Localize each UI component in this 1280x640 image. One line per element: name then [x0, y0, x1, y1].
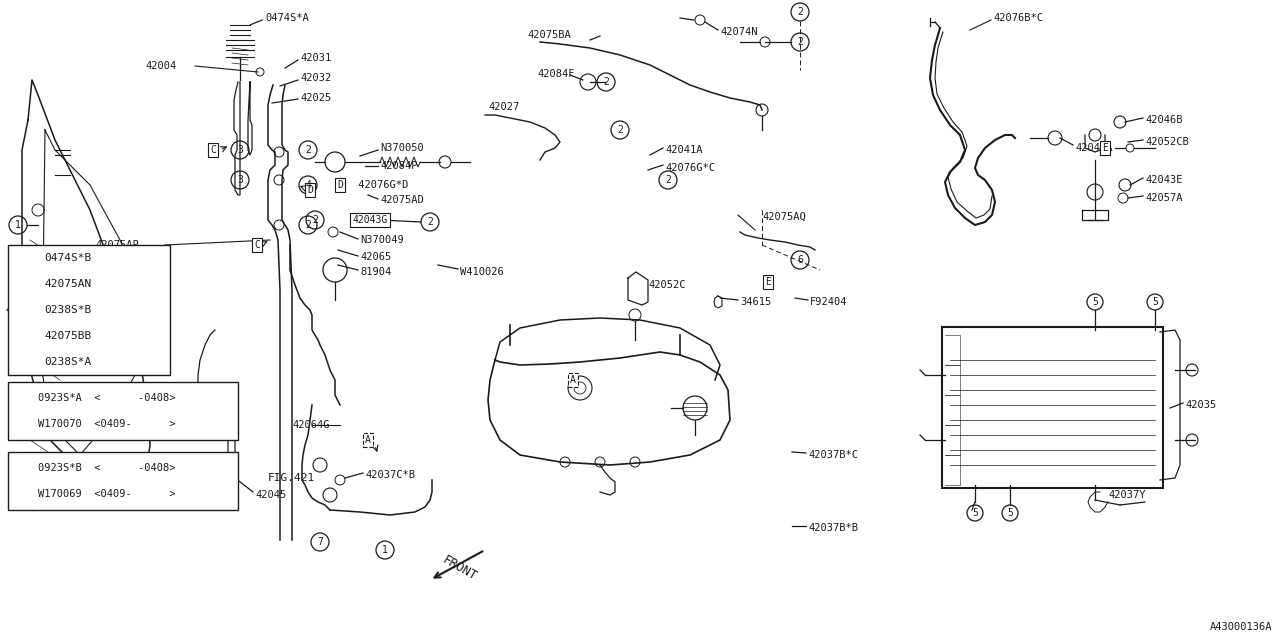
Text: 42076B*C: 42076B*C — [993, 13, 1043, 23]
Bar — [8, 245, 170, 375]
Text: 42031: 42031 — [300, 53, 332, 63]
Text: 2: 2 — [666, 175, 671, 185]
Text: 42075BA: 42075BA — [527, 30, 571, 40]
Text: 1: 1 — [15, 220, 20, 230]
Text: 1: 1 — [20, 253, 26, 263]
Text: 81904: 81904 — [360, 267, 392, 277]
Text: FRONT: FRONT — [440, 553, 479, 583]
Text: 42004: 42004 — [145, 61, 177, 71]
Text: 3: 3 — [237, 175, 243, 185]
Text: 0474S*A: 0474S*A — [265, 13, 308, 23]
Text: 42052CB: 42052CB — [1146, 137, 1189, 147]
Text: 42075AP: 42075AP — [95, 240, 138, 250]
Text: 3: 3 — [237, 145, 243, 155]
Text: 42076G*D: 42076G*D — [352, 180, 408, 190]
Text: 2: 2 — [797, 7, 803, 17]
Text: 2: 2 — [617, 125, 623, 135]
Text: W170070  <0409-      >: W170070 <0409- > — [38, 419, 175, 429]
Text: 42037Y: 42037Y — [1108, 490, 1146, 500]
Text: 2: 2 — [312, 215, 317, 225]
Text: 7: 7 — [317, 537, 323, 547]
Text: E: E — [1102, 143, 1108, 153]
Text: 42076G*C: 42076G*C — [666, 163, 716, 173]
Text: 6: 6 — [20, 331, 26, 341]
Text: 42084P: 42084P — [380, 161, 417, 171]
Text: 1: 1 — [381, 545, 388, 555]
Text: 0238S*B: 0238S*B — [44, 305, 91, 315]
Text: 0923S*A  <      -0408>: 0923S*A < -0408> — [38, 393, 175, 403]
Text: W170069  <0409-      >: W170069 <0409- > — [38, 490, 175, 499]
Text: 42037B*C: 42037B*C — [808, 450, 858, 460]
Text: 6: 6 — [797, 255, 803, 265]
Text: 34615: 34615 — [740, 297, 772, 307]
Text: 42052C: 42052C — [648, 280, 686, 290]
Text: N370050: N370050 — [380, 143, 424, 153]
Text: 7: 7 — [20, 357, 26, 367]
Text: 0238S*A: 0238S*A — [44, 357, 91, 367]
Text: A: A — [570, 375, 576, 385]
Text: N370049: N370049 — [360, 235, 403, 245]
Text: FIG.421: FIG.421 — [268, 473, 315, 483]
Text: 42032: 42032 — [300, 73, 332, 83]
FancyBboxPatch shape — [942, 327, 1164, 488]
Text: 42075AN: 42075AN — [44, 279, 91, 289]
Text: F92404: F92404 — [810, 297, 847, 307]
Text: 5: 5 — [1007, 508, 1012, 518]
Text: 42057A: 42057A — [1146, 193, 1183, 203]
Text: 2: 2 — [428, 217, 433, 227]
Text: D: D — [307, 185, 312, 195]
Text: 2: 2 — [797, 37, 803, 47]
Bar — [8, 452, 238, 510]
Text: 42027: 42027 — [488, 102, 520, 112]
Text: 5: 5 — [1092, 297, 1098, 307]
Text: 2: 2 — [19, 406, 26, 416]
Text: 42084F: 42084F — [538, 69, 575, 79]
Text: 42035: 42035 — [1185, 400, 1216, 410]
Text: C: C — [253, 240, 260, 250]
Text: 42065: 42065 — [360, 252, 392, 262]
Text: 0474S*B: 0474S*B — [44, 253, 91, 263]
Text: 42043G: 42043G — [352, 215, 388, 225]
Text: 42075BB: 42075BB — [44, 331, 91, 341]
Text: W410026: W410026 — [460, 267, 504, 277]
Text: 42042A: 42042A — [1075, 143, 1112, 153]
Text: 42037B*B: 42037B*B — [808, 523, 858, 533]
Text: 2: 2 — [305, 220, 311, 230]
Text: 42041A: 42041A — [666, 145, 703, 155]
Text: 42074N: 42074N — [721, 27, 758, 37]
Text: 4: 4 — [20, 279, 26, 289]
Text: 0923S*B  <      -0408>: 0923S*B < -0408> — [38, 463, 175, 473]
Text: 42025: 42025 — [300, 93, 332, 103]
Text: 42045A: 42045A — [5, 305, 42, 315]
Text: 4: 4 — [305, 180, 311, 190]
Text: 42043E: 42043E — [1146, 175, 1183, 185]
Text: A: A — [365, 435, 371, 445]
Text: 2: 2 — [603, 77, 609, 87]
Text: 5: 5 — [972, 508, 978, 518]
Text: 42075AD: 42075AD — [380, 195, 424, 205]
Text: C: C — [210, 145, 216, 155]
Text: 42075AQ: 42075AQ — [762, 212, 805, 222]
Bar — [8, 382, 238, 440]
Text: 42064G: 42064G — [292, 420, 329, 430]
Text: 42037C*B: 42037C*B — [365, 470, 415, 480]
Text: D: D — [337, 180, 343, 190]
Text: 5: 5 — [1152, 297, 1158, 307]
Text: 2: 2 — [305, 145, 311, 155]
Text: 42064I: 42064I — [178, 395, 215, 405]
Text: 42045: 42045 — [255, 490, 287, 500]
Text: 3: 3 — [19, 476, 26, 486]
Text: 42046B: 42046B — [1146, 115, 1183, 125]
Text: E: E — [765, 277, 771, 287]
Text: A43000136A: A43000136A — [1210, 622, 1272, 632]
Text: 5: 5 — [20, 305, 26, 315]
